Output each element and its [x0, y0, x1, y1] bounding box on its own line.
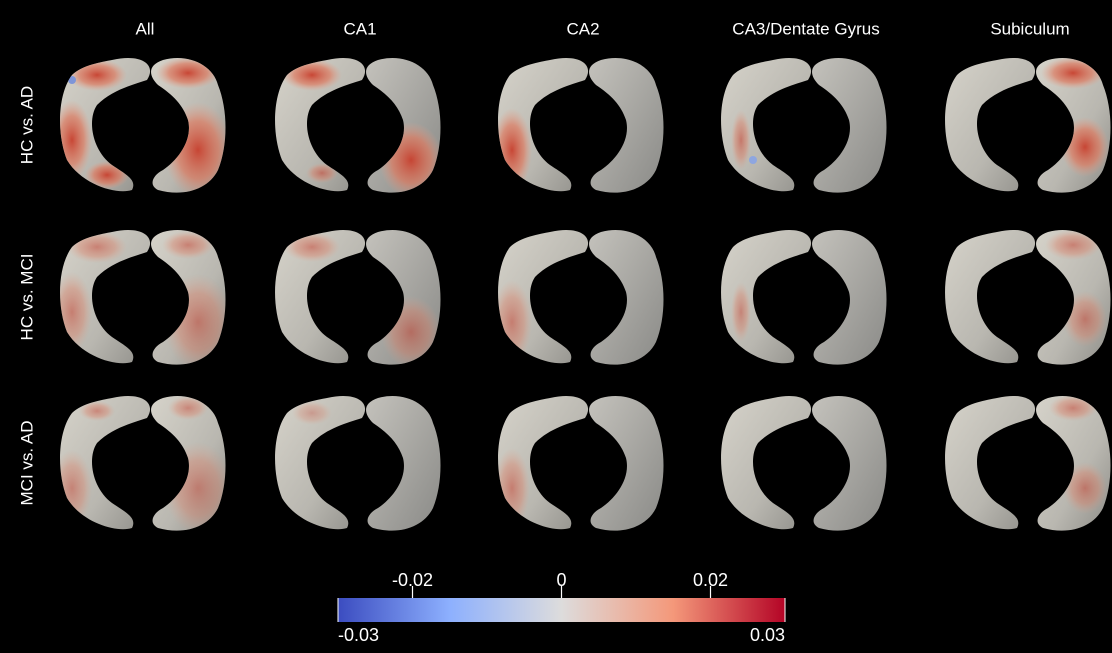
figure: All CA1 CA2 CA3/Dentate Gyrus Subiculum … — [0, 0, 1112, 648]
column-header: All — [136, 19, 155, 38]
panel — [945, 395, 1110, 531]
column-header: CA2 — [566, 19, 599, 38]
colorbar-tick-label: 0 — [556, 570, 566, 590]
colorbar-max-label: 0.03 — [750, 625, 785, 645]
panel — [275, 58, 443, 198]
colorbar-tick-label: -0.02 — [392, 570, 433, 590]
panel — [275, 396, 440, 531]
colorbar — [338, 598, 785, 622]
colorbar-min-label: -0.03 — [338, 625, 379, 645]
row-label: MCI vs. AD — [17, 420, 36, 505]
panel — [945, 230, 1110, 365]
page: {"columns": ["All", "CA1", "CA2", "CA3/D… — [0, 0, 1112, 648]
panel — [721, 58, 886, 193]
panel — [52, 230, 232, 370]
panel — [721, 396, 886, 531]
panel — [52, 57, 232, 198]
panel — [945, 57, 1110, 193]
column-header: CA1 — [343, 19, 376, 38]
column-header: CA3/Dentate Gyrus — [732, 19, 879, 38]
panel — [492, 230, 664, 365]
column-header: Subiculum — [990, 19, 1069, 38]
panel — [52, 396, 232, 534]
panel — [275, 230, 441, 368]
row-label: HC vs. AD — [17, 86, 36, 164]
colorbar-tick-label: 0.02 — [693, 570, 728, 590]
panel — [721, 230, 886, 365]
panel — [492, 58, 664, 193]
panel — [494, 396, 664, 531]
row-label: HC vs. MCI — [17, 254, 36, 341]
